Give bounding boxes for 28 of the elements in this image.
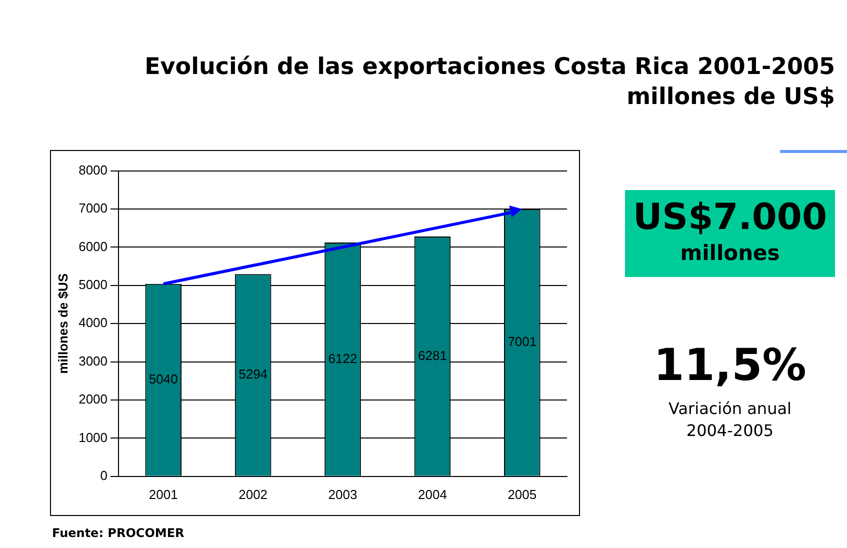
y-tick-label: 5000 bbox=[78, 276, 108, 292]
x-tick-label: 2003 bbox=[328, 486, 358, 502]
y-tick-label: 3000 bbox=[78, 353, 108, 368]
y-tick-label: 8000 bbox=[78, 162, 108, 178]
y-tick-label: 2000 bbox=[78, 392, 108, 407]
x-tick-label: 2004 bbox=[418, 486, 447, 502]
data-label: 6122 bbox=[328, 350, 358, 366]
y-tick-label: 6000 bbox=[78, 238, 108, 254]
text: 2004-2005 bbox=[685, 420, 775, 442]
data-label: 5040 bbox=[148, 371, 178, 386]
text: US$7.000 bbox=[632, 196, 828, 240]
text: millones bbox=[679, 240, 781, 266]
source-note: Fuente: PROCOMER bbox=[52, 526, 184, 540]
text: 11,5% bbox=[652, 340, 808, 391]
data-label: 5294 bbox=[238, 366, 268, 382]
x-tick-label: 2005 bbox=[508, 486, 537, 502]
y-tick-label: 7000 bbox=[78, 200, 108, 216]
y-tick-label: 4000 bbox=[78, 315, 108, 330]
text: Variación anual bbox=[668, 398, 792, 420]
y-tick-label: 1000 bbox=[78, 430, 108, 445]
y-tick-label: 0 bbox=[100, 468, 108, 483]
y-axis-title: millones de $US bbox=[55, 273, 70, 374]
text: millones de US$ bbox=[626, 84, 835, 110]
data-label: 6281 bbox=[418, 348, 447, 363]
data-label: 7001 bbox=[508, 334, 537, 350]
x-tick-label: 2002 bbox=[238, 486, 268, 502]
chart-title: Evolución de las exportaciones Costa Rica 2001-2005 bbox=[144, 54, 835, 80]
x-tick-label: 2001 bbox=[148, 486, 178, 502]
